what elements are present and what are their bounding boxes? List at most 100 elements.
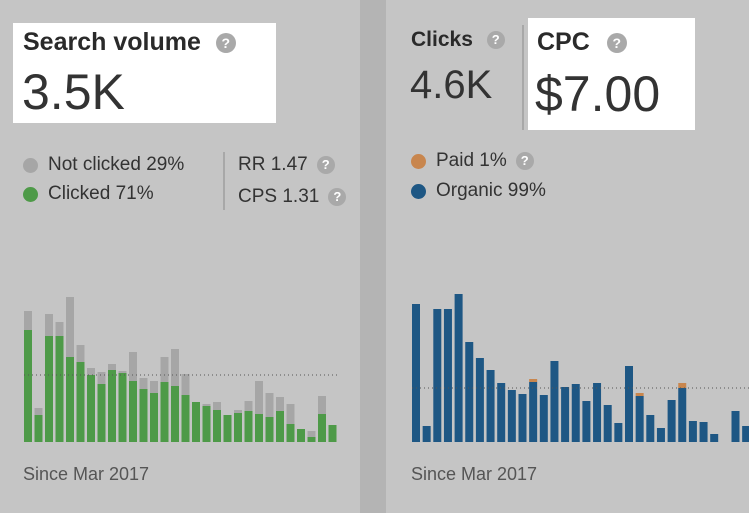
bar-clicked bbox=[328, 425, 337, 442]
cps-label: CPS 1.31 bbox=[238, 186, 320, 207]
bar-clicked bbox=[234, 413, 242, 442]
bar-not-clicked bbox=[255, 381, 263, 414]
bar-not-clicked bbox=[34, 408, 43, 415]
bar-organic bbox=[699, 422, 708, 442]
bar-not-clicked bbox=[108, 364, 116, 370]
cps-metric: CPS 1.31 ? bbox=[238, 186, 347, 208]
clicks-label: Clicks bbox=[411, 28, 473, 51]
cpc-label: CPC bbox=[537, 28, 590, 56]
bar-not-clicked bbox=[171, 349, 179, 386]
search-volume-value: 3.5K bbox=[22, 64, 125, 120]
help-icon[interactable]: ? bbox=[606, 33, 627, 54]
bar-not-clicked bbox=[318, 396, 326, 414]
bar-clicked bbox=[255, 414, 263, 442]
bar-not-clicked bbox=[45, 314, 53, 336]
bar-organic bbox=[465, 342, 474, 442]
bar-clicked bbox=[55, 336, 64, 442]
search-volume-chart bbox=[24, 297, 339, 442]
bar-organic bbox=[539, 395, 548, 442]
legend-dot-organic bbox=[411, 183, 426, 199]
bar-not-clicked bbox=[286, 404, 295, 424]
bar-not-clicked bbox=[150, 381, 158, 393]
help-icon[interactable]: ? bbox=[215, 33, 236, 54]
bar-organic bbox=[507, 390, 516, 442]
bar-organic bbox=[443, 309, 452, 442]
bar-not-clicked bbox=[213, 402, 221, 410]
bar-organic bbox=[454, 294, 463, 442]
search-volume-panel: Search volume ? 3.5K Not clicked 29% Cli… bbox=[0, 0, 360, 513]
bar-organic bbox=[422, 426, 431, 442]
bar-organic bbox=[475, 358, 484, 442]
bar-clicked bbox=[244, 411, 253, 442]
bar-organic bbox=[571, 384, 580, 442]
bar-clicked bbox=[118, 373, 127, 442]
bar-clicked bbox=[34, 415, 43, 442]
rr-metric: RR 1.47 ? bbox=[238, 154, 335, 176]
bar-not-clicked bbox=[202, 404, 211, 406]
bar-organic bbox=[412, 304, 420, 442]
search-volume-label: Search volume bbox=[23, 28, 201, 56]
bar-not-clicked bbox=[181, 374, 190, 395]
bar-organic bbox=[561, 387, 570, 442]
help-icon[interactable]: ? bbox=[316, 156, 335, 174]
bar-organic bbox=[550, 361, 559, 442]
bar-not-clicked bbox=[87, 368, 95, 375]
legend-dot-clicked bbox=[23, 186, 38, 202]
legend-paid: Paid 1% ? bbox=[411, 150, 534, 172]
bar-organic bbox=[635, 396, 644, 442]
bar-not-clicked bbox=[244, 401, 253, 411]
legend-not-clicked: Not clicked 29% bbox=[23, 154, 184, 176]
bar-organic bbox=[486, 370, 495, 442]
bar-paid bbox=[678, 383, 687, 388]
clicks-chart bbox=[412, 294, 749, 442]
legend-label: Paid 1% bbox=[436, 150, 507, 171]
divider bbox=[223, 152, 225, 210]
help-icon[interactable]: ? bbox=[486, 31, 505, 50]
bar-clicked bbox=[139, 389, 148, 442]
bar-clicked bbox=[297, 429, 305, 442]
bar-clicked bbox=[307, 437, 316, 442]
bar-organic bbox=[678, 388, 687, 442]
clicks-panel: Clicks ? 4.6K CPC ? $7.00 Paid 1% ? Orga… bbox=[386, 0, 749, 513]
bar-not-clicked bbox=[307, 431, 316, 437]
bar-organic bbox=[582, 401, 591, 442]
bar-clicked bbox=[213, 410, 221, 442]
panel-gutter bbox=[360, 0, 386, 513]
bar-organic bbox=[667, 400, 676, 442]
divider bbox=[522, 25, 524, 130]
bar-organic bbox=[710, 434, 719, 442]
help-icon[interactable]: ? bbox=[515, 152, 534, 170]
legend-label: Organic 99% bbox=[436, 180, 546, 201]
bar-clicked bbox=[97, 384, 106, 442]
bar-organic bbox=[603, 405, 612, 442]
bar-clicked bbox=[45, 336, 53, 442]
bar-organic bbox=[614, 423, 623, 442]
bar-organic bbox=[688, 421, 697, 442]
bar-clicked bbox=[76, 362, 85, 442]
bar-organic bbox=[497, 383, 506, 442]
bar-clicked bbox=[181, 395, 190, 442]
bar-clicked bbox=[286, 424, 295, 442]
bar-clicked bbox=[150, 393, 158, 442]
bar-clicked bbox=[171, 386, 179, 442]
clicks-header: Clicks ? bbox=[411, 28, 505, 52]
bar-clicked bbox=[24, 330, 32, 442]
bar-clicked bbox=[129, 381, 137, 442]
bar-clicked bbox=[276, 411, 284, 442]
help-icon[interactable]: ? bbox=[328, 188, 347, 206]
bar-organic bbox=[731, 411, 740, 442]
bar-organic bbox=[625, 366, 633, 442]
bar-not-clicked bbox=[97, 372, 106, 384]
bar-clicked bbox=[318, 414, 326, 442]
bar-organic bbox=[529, 382, 538, 442]
cpc-value: $7.00 bbox=[535, 66, 661, 122]
bar-not-clicked bbox=[55, 322, 64, 336]
bar-not-clicked bbox=[276, 397, 284, 411]
legend-organic: Organic 99% bbox=[411, 180, 546, 202]
bar-not-clicked bbox=[24, 311, 32, 330]
bar-not-clicked bbox=[139, 378, 148, 389]
bar-not-clicked bbox=[234, 410, 242, 413]
bar-not-clicked bbox=[160, 357, 169, 382]
legend-dot-paid bbox=[411, 153, 426, 169]
since-label: Since Mar 2017 bbox=[411, 464, 538, 484]
